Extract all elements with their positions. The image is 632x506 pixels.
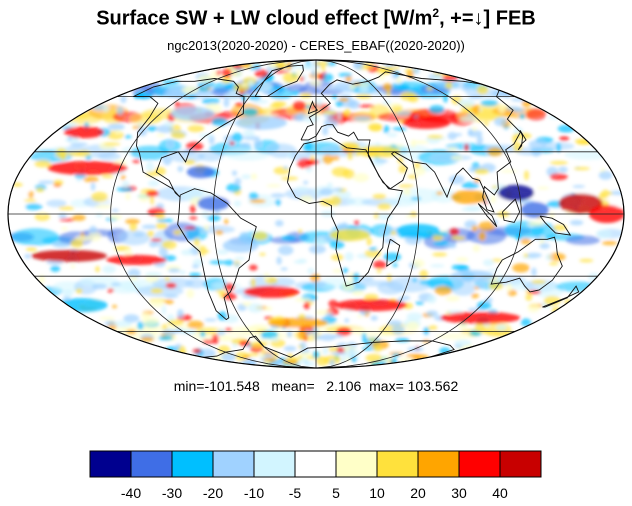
coastline xyxy=(177,188,257,321)
colorbar-boxes xyxy=(89,450,542,478)
globe-outline xyxy=(7,59,625,369)
colorbar-box xyxy=(335,450,378,478)
coastline xyxy=(542,285,580,308)
min-label: min= xyxy=(173,378,205,394)
title-superscript: 2 xyxy=(432,6,440,20)
coastline xyxy=(502,198,521,223)
coastline xyxy=(539,215,572,236)
coastline xyxy=(300,71,521,213)
title-tail: , +=↓] FEB xyxy=(439,7,536,30)
mean-value: 2.106 xyxy=(326,378,362,394)
colorbar-tick-label: -5 xyxy=(289,485,302,501)
colorbar-tick-label: -30 xyxy=(162,485,182,501)
plot-subtitle: ngc2013(2020-2020) - CERES_EBAF((2020-20… xyxy=(167,38,465,53)
colorbar-box xyxy=(212,450,255,478)
coastline xyxy=(133,78,245,198)
coastline xyxy=(202,335,455,358)
coastline xyxy=(386,238,401,267)
coastlines xyxy=(133,64,580,358)
colorbar-box xyxy=(130,450,173,478)
colorbar-tick-label: -20 xyxy=(203,485,223,501)
coastline xyxy=(287,137,403,287)
title-main: Surface SW + LW cloud effect [W/m xyxy=(96,7,433,30)
colorbar-tick-label: -10 xyxy=(244,485,264,501)
colorbar-tick-label: -40 xyxy=(121,485,141,501)
colorbar-box xyxy=(171,450,214,478)
colorbar-box xyxy=(499,450,542,478)
colorbar-box xyxy=(458,450,501,478)
colorbar-tick-label: 5 xyxy=(332,485,340,501)
max-value: 103.562 xyxy=(407,378,459,394)
statistics-line: min=-101.548 mean= 2.106 max= 103.562 xyxy=(0,378,632,394)
colorbar-box xyxy=(294,450,337,478)
plot-title: Surface SW + LW cloud effect [W/m2, +=↓]… xyxy=(0,6,632,31)
colorbar-box xyxy=(376,450,419,478)
max-label: max= xyxy=(369,378,404,394)
min-value: -101.548 xyxy=(204,378,260,394)
map-field xyxy=(8,60,624,368)
colorbar-tick-label: 30 xyxy=(451,485,467,501)
colorbar-labels: -40 -30 -20 -10 -5 5 10 20 30 40 xyxy=(121,485,508,501)
coastline xyxy=(517,130,527,151)
anomaly-field xyxy=(8,60,624,368)
mean-label: mean= xyxy=(271,378,315,394)
colorbar-tick-label: 10 xyxy=(369,485,385,501)
colorbar-tick-label: 40 xyxy=(492,485,508,501)
coastline xyxy=(307,100,319,115)
colorbar-tick-label: 20 xyxy=(410,485,426,501)
coastline xyxy=(254,64,304,98)
colorbar-box xyxy=(253,450,296,478)
coastline xyxy=(477,203,498,228)
colorbar-box xyxy=(89,450,132,478)
coastline xyxy=(490,236,563,293)
colorbar-box xyxy=(417,450,460,478)
